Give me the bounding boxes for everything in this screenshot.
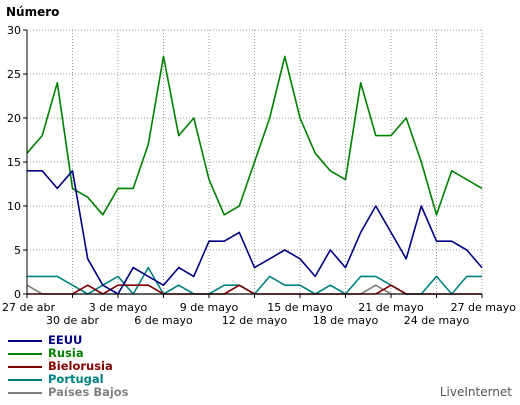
x-tick-label: 9 de mayo [180, 301, 239, 314]
y-tick-label: 15 [7, 156, 21, 169]
x-tick-label: 24 de mayo [404, 314, 470, 327]
y-tick-label: 30 [7, 24, 21, 37]
x-tick-label: 6 de mayo [134, 314, 193, 327]
legend-swatch [8, 353, 42, 355]
x-tick-label: 3 de mayo [89, 301, 148, 314]
legend-label: EEUU [48, 333, 83, 347]
legend-label: Rusia [48, 346, 84, 360]
series-line-bielorusia [27, 284, 482, 295]
x-tick-label: 21 de mayo [358, 301, 424, 314]
x-tick-label: 18 de mayo [313, 314, 379, 327]
x-tick-label: 12 de mayo [222, 314, 288, 327]
series-line-rusia [26, 55, 483, 216]
y-tick-label: 10 [7, 200, 21, 213]
legend-swatch [8, 366, 42, 368]
legend-swatch [8, 392, 42, 394]
legend-label: Países Bajos [48, 385, 129, 399]
grid-lines [26, 29, 483, 295]
y-tick-label: 5 [14, 244, 21, 257]
series-line-eeuu [27, 170, 483, 295]
legend-label: Bielorusia [48, 359, 113, 373]
y-axis-title: Número [6, 5, 59, 19]
y-tick-labels: 0 5 10 15 20 25 30 [7, 24, 21, 301]
x-tick-label: 27 de mayo [451, 301, 517, 314]
x-tick-label: 15 de mayo [267, 301, 333, 314]
y-tick-label: 0 [14, 288, 21, 301]
x-tick-label: 30 de abr [46, 314, 99, 327]
legend-swatch [8, 340, 42, 342]
legend-swatch [8, 379, 42, 381]
x-tick-label: 27 de abr [2, 301, 55, 314]
brand-label: LiveInternet [439, 385, 512, 399]
y-tick-label: 25 [7, 68, 21, 81]
y-tick-label: 20 [7, 112, 21, 125]
legend-label: Portugal [48, 372, 104, 386]
axes [23, 29, 483, 298]
